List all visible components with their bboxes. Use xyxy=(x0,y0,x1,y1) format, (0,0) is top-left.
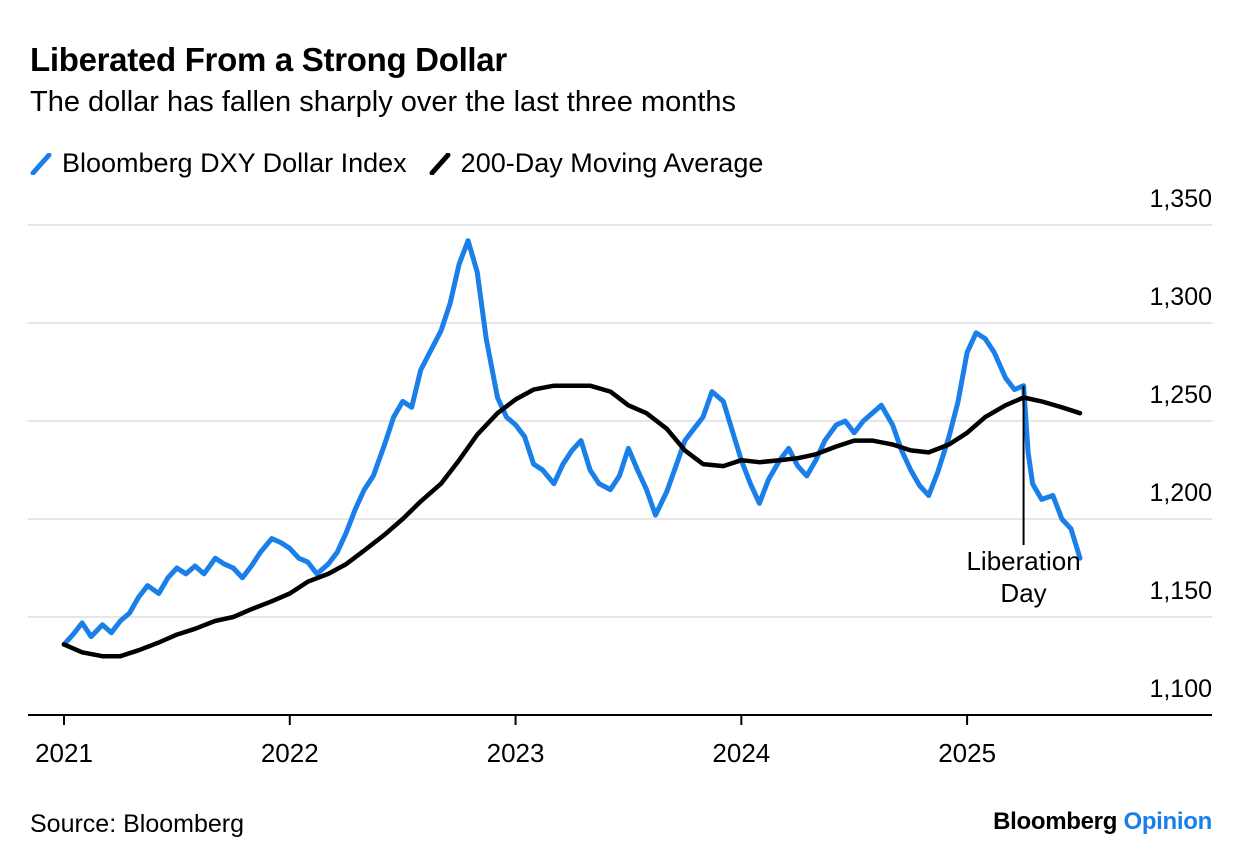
x-tick-label-4: 2025 xyxy=(938,738,996,768)
y-tick-label-3: 1,250 xyxy=(1149,381,1212,409)
source-note: Source: Bloomberg xyxy=(30,810,245,838)
brand-main: Bloomberg xyxy=(993,808,1118,835)
y-tick-label-0: 1,100 xyxy=(1149,675,1212,703)
y-tick-label-1: 1,150 xyxy=(1149,577,1212,605)
legend-swatch-moving-average xyxy=(429,152,451,175)
legend-item-dxy: Bloomberg DXY Dollar Index xyxy=(30,148,407,179)
legend-label-dxy: Bloomberg DXY Dollar Index xyxy=(62,148,407,178)
y-tick-label-2: 1,200 xyxy=(1149,479,1212,507)
y-tick-label-5: 1,350 xyxy=(1149,185,1212,213)
chart-legend: Bloomberg DXY Dollar Index 200-Day Movin… xyxy=(30,148,785,179)
chart-subtitle: The dollar has fallen sharply over the l… xyxy=(30,86,737,118)
x-tick-label-0: 2021 xyxy=(35,738,93,768)
legend-item-moving-average: 200-Day Moving Average xyxy=(429,148,764,179)
series-line-moving-average xyxy=(61,383,1083,659)
x-tick-label-2: 2023 xyxy=(487,738,545,768)
annotation-label-0-1: Day xyxy=(1000,578,1046,608)
brand-logo: Bloomberg Opinion xyxy=(993,808,1212,836)
brand-accent: Opinion xyxy=(1123,808,1212,835)
y-tick-label-4: 1,300 xyxy=(1149,283,1212,311)
series-line-dxy xyxy=(61,238,1083,647)
legend-swatch-dxy xyxy=(30,152,52,175)
annotation-label-0-0: Liberation xyxy=(966,546,1080,576)
x-tick-label-3: 2024 xyxy=(712,738,770,768)
chart-title: Liberated From a Strong Dollar xyxy=(30,41,507,78)
legend-label-moving-average: 200-Day Moving Average xyxy=(460,148,764,178)
x-tick-label-1: 2022 xyxy=(261,738,319,768)
